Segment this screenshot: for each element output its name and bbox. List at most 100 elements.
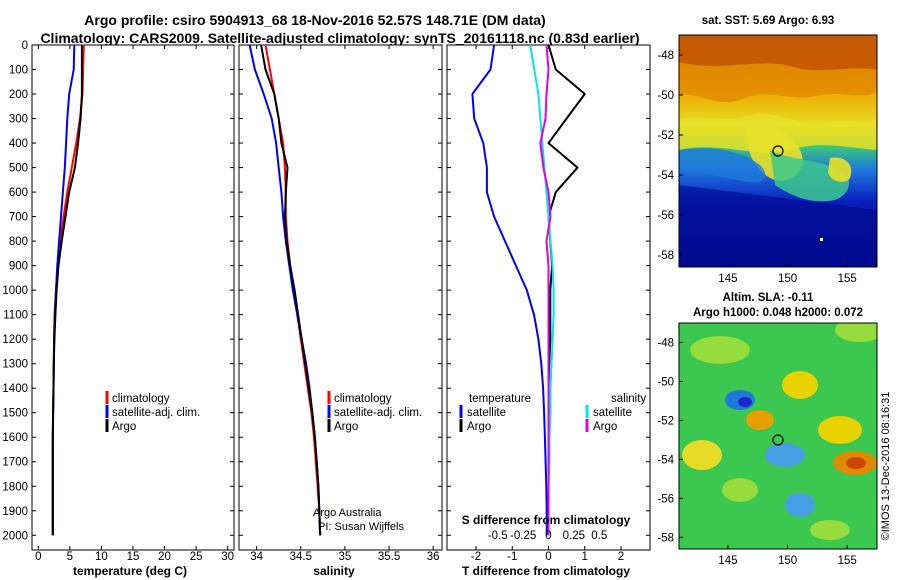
legend-argo: Argo (112, 421, 136, 433)
temperature-x-tick-label: 10 (95, 551, 108, 563)
figure-title-line1: Argo profile: csiro 5904913_68 18-Nov-20… (84, 12, 545, 28)
difference-x-tick-label: -1 (507, 551, 517, 563)
sla-map-image (679, 323, 877, 549)
sla-map-title1: Altim. SLA: -0.11 (723, 292, 814, 304)
difference-s-tick-label: 0 (545, 530, 551, 542)
salinity-x-tick-label: 34.5 (290, 551, 312, 563)
difference-s-tick-labels: -0.5 -0.25 0 0.25 0.5 (488, 530, 607, 542)
map-lon-label: 150 (778, 555, 797, 567)
map-lat-label: -56 (657, 210, 674, 222)
depth-tick-label: 400 (9, 138, 28, 150)
s-difference-axis-label: S difference from climatology (462, 513, 631, 527)
argo-location-marker (772, 434, 784, 446)
depth-tick-label: 1800 (2, 481, 28, 493)
salinity-axis-label: salinity (313, 564, 355, 578)
map-lon-label: 155 (838, 555, 857, 567)
map-lat-label: -54 (657, 454, 674, 466)
depth-tick-label: 1700 (2, 457, 28, 469)
depth-tick-label: 1900 (2, 506, 28, 518)
difference-s-tick-label: 0.25 (563, 530, 585, 542)
depth-tick-label: 1500 (2, 408, 28, 420)
legend-climatology: climatology (112, 393, 170, 405)
series-salinity-argo (539, 45, 552, 536)
legend-t-satellite: satellite (467, 407, 506, 419)
credit-argo-australia: Argo Australia (313, 507, 382, 519)
map-lat-label: -48 (657, 337, 674, 349)
imos-timestamp: ©IMOS 13-Dec-2016 08:16:31 (880, 392, 892, 541)
map-lat-label: -52 (657, 415, 674, 427)
legend-temperature-head: temperature (469, 393, 531, 405)
sla-map-frame (678, 322, 878, 550)
difference-x-tick-label: 2 (618, 551, 624, 563)
sst-map-frame (678, 34, 878, 268)
legend-satellite: satellite-adj. clim. (334, 407, 422, 419)
sst-map-ticks: -48 -50 -52 -54 -56 -58 145 150 155 (657, 50, 856, 285)
legend-s-satellite: satellite (593, 407, 632, 419)
legend-satellite: satellite-adj. clim. (112, 407, 200, 419)
series-argo (51, 45, 83, 536)
salinity-series-layer (248, 45, 322, 536)
depth-tick-label: 200 (9, 89, 28, 101)
temperature-x-tick-label: 25 (190, 551, 203, 563)
depth-tick-label: 0 (22, 40, 28, 52)
difference-x-tick-labels: -2 -1 0 1 2 (471, 551, 624, 563)
temperature-legend: climatology satellite-adj. clim. Argo (105, 391, 200, 433)
sla-map-ticks: -48 -50 -52 -54 -56 -58 145 150 155 (657, 337, 856, 567)
temperature-series-layer (51, 45, 85, 536)
sla-map-title2: Argo h1000: 0.048 h2000: 0.072 (693, 307, 863, 319)
depth-tick-labels: 0 100 200 300 400 500 600 700 800 900 1000 1100 1200… (2, 40, 28, 542)
depth-tick-label: 2000 (2, 530, 28, 542)
depth-tick-label: 1300 (2, 359, 28, 371)
difference-s-tick-label: 0.5 (591, 530, 607, 542)
temperature-x-tick-label: 0 (35, 551, 41, 563)
difference-legend: temperature salinity satellite Argo sate… (459, 393, 646, 433)
depth-tick-label: 1400 (2, 383, 28, 395)
depth-tick-label: 1200 (2, 334, 28, 346)
difference-s-tick-label: -0.25 (510, 530, 536, 542)
temperature-x-tick-label: 20 (158, 551, 171, 563)
map-lat-label: -50 (657, 90, 674, 102)
salinity-x-tick-label: 34 (250, 551, 263, 563)
map-lat-label: -50 (657, 376, 674, 388)
panel-tick-marks (32, 44, 650, 550)
map-lon-label: 145 (718, 273, 737, 285)
map-lat-label: -48 (657, 50, 674, 62)
salinity-x-tick-label: 36 (427, 551, 440, 563)
salinity-x-tick-label: 35 (339, 551, 352, 563)
credit-pi: PI: Susan Wijffels (318, 521, 404, 533)
depth-tick-label: 900 (9, 261, 28, 273)
legend-argo: Argo (334, 421, 358, 433)
temperature-axis-label: temperature (deg C) (73, 564, 187, 578)
map-lat-label: -52 (657, 130, 674, 142)
legend-t-argo: Argo (467, 421, 491, 433)
map-lon-label: 150 (778, 273, 797, 285)
depth-tick-label: 300 (9, 114, 28, 126)
map-lon-label: 155 (838, 273, 857, 285)
salinity-legend: climatology satellite-adj. clim. Argo Ar… (313, 391, 422, 533)
depth-tick-label: 500 (9, 163, 28, 175)
legend-s-argo: Argo (593, 421, 617, 433)
temperature-x-tick-label: 15 (127, 551, 140, 563)
temperature-panel-frame (31, 44, 235, 551)
map-lon-label: 145 (718, 555, 737, 567)
map-lat-label: -58 (657, 532, 674, 544)
sst-map-title: sat. SST: 5.69 Argo: 6.93 (702, 15, 835, 27)
depth-tick-label: 1600 (2, 432, 28, 444)
depth-tick-label: 800 (9, 236, 28, 248)
map-lat-label: -58 (657, 250, 674, 262)
difference-s-tick-label: -0.5 (488, 530, 508, 542)
legend-salinity-head: salinity (611, 393, 646, 405)
salinity-x-tick-label: 35.5 (378, 551, 400, 563)
temperature-x-tick-labels: 0 5 10 15 20 25 30 (35, 551, 234, 563)
depth-tick-label: 700 (9, 212, 28, 224)
figure-title-line2: Climatology: CARS2009. Satellite-adjuste… (40, 30, 639, 46)
depth-tick-label: 100 (9, 65, 28, 77)
salinity-panel-frame (238, 44, 443, 551)
temperature-x-tick-label: 5 (67, 551, 73, 563)
depth-tick-label: 1000 (2, 285, 28, 297)
temperature-x-tick-label: 30 (221, 551, 234, 563)
depth-tick-label: 1100 (3, 310, 28, 322)
map-lat-label: -54 (657, 170, 674, 182)
difference-series-layer (471, 45, 586, 536)
